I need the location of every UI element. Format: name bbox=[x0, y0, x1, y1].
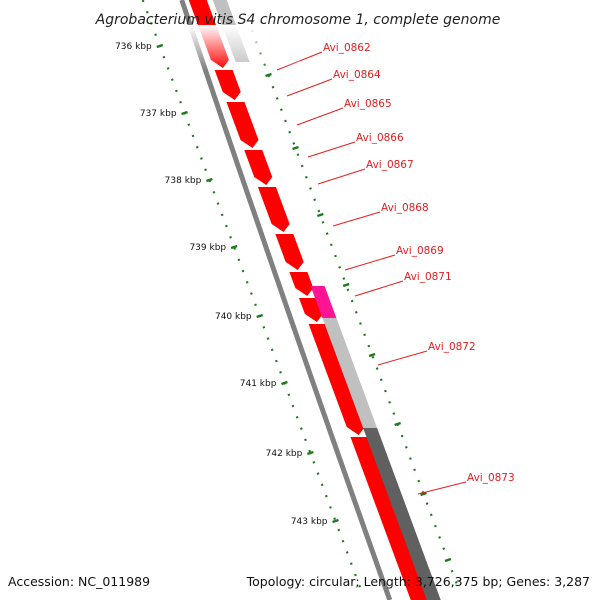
scale-tick bbox=[230, 244, 238, 250]
cds-block-highlight bbox=[310, 286, 337, 318]
gene-label: Avi_0864 bbox=[333, 69, 381, 81]
gene-label: Avi_0871 bbox=[404, 271, 452, 283]
top-fade bbox=[180, 25, 300, 70]
genome-summary-text: Topology: circular; Length: 3,726,375 bp… bbox=[246, 574, 590, 589]
feature-light-mid bbox=[322, 318, 378, 428]
backbone-line bbox=[179, 0, 393, 600]
gene-labels: Avi_0862 Avi_0864 Avi_0865 Avi_0866 Avi_0867… bbox=[276, 42, 515, 495]
scale-minor-tick bbox=[316, 212, 324, 218]
gene-leader-line bbox=[307, 141, 356, 158]
gene-leader-line bbox=[296, 107, 344, 126]
gene-label: Avi_0865 bbox=[344, 98, 392, 110]
cds-block-forward bbox=[299, 298, 323, 322]
scale-minor-tick bbox=[394, 421, 402, 427]
scale-tick bbox=[181, 110, 188, 116]
gene-label: Avi_0873 bbox=[467, 472, 515, 484]
gene-label: Avi_0867 bbox=[366, 159, 414, 171]
gene-label: Avi_0866 bbox=[356, 132, 404, 144]
scale-minor-tick bbox=[368, 352, 376, 358]
gene-label: Avi_0872 bbox=[428, 341, 476, 353]
cds-block-forward bbox=[226, 102, 259, 148]
scale-tick-label: 742 kbp bbox=[266, 449, 303, 459]
scale-tick-label: 740 kbp bbox=[215, 312, 252, 322]
scale-tick-label: 737 kbp bbox=[140, 109, 177, 119]
scale-tick-label: 739 kbp bbox=[189, 243, 226, 253]
gene-leader-line bbox=[286, 78, 333, 97]
scale-tick-label: 738 kbp bbox=[165, 176, 202, 186]
cds-block-forward bbox=[308, 324, 365, 435]
gene-leader-line bbox=[317, 168, 366, 185]
gene-leader-line bbox=[344, 254, 396, 271]
scale-tick-label: 743 kbp bbox=[291, 517, 328, 527]
scale-minor-tick bbox=[342, 282, 350, 288]
gene-leader-line bbox=[332, 211, 381, 227]
scale-tick bbox=[281, 380, 288, 386]
gene-label: Avi_0869 bbox=[396, 245, 444, 257]
accession-text: Accession: NC_011989 bbox=[8, 574, 150, 589]
cds-block-forward bbox=[257, 187, 290, 232]
cds-block-forward bbox=[275, 234, 304, 270]
gene-label: Avi_0868 bbox=[381, 202, 429, 214]
scale-tick bbox=[205, 177, 213, 183]
scale-minor-tick bbox=[292, 145, 299, 151]
scale-tick bbox=[256, 313, 264, 319]
feature-tracks bbox=[179, 0, 441, 600]
scale-tick bbox=[306, 450, 314, 456]
gene-leader-line bbox=[377, 350, 428, 366]
cds-block-forward bbox=[350, 437, 429, 600]
scale-dotted-line-inner bbox=[141, 0, 363, 591]
feature-dark-bottom bbox=[363, 428, 441, 600]
gene-label: Avi_0862 bbox=[323, 42, 371, 54]
map-title: Agrobacterium vitis S4 chromosome 1, com… bbox=[95, 12, 501, 28]
scale-tick bbox=[332, 518, 339, 524]
cds-block-forward bbox=[214, 70, 241, 100]
scale-tick bbox=[156, 43, 164, 49]
scale-ruler: 736 kbp 737 kbp 738 kbp 739 kbp 740 kbp 741 k… bbox=[115, 0, 461, 591]
scale-minor-tick bbox=[265, 72, 272, 78]
scale-tick-label: 741 kbp bbox=[240, 379, 277, 389]
cds-block-forward bbox=[289, 272, 314, 296]
scale-minor-tick bbox=[420, 491, 427, 497]
scale-minor-tick bbox=[444, 557, 452, 563]
gene-leader-line bbox=[354, 280, 404, 297]
scale-tick-label: 736 kbp bbox=[115, 42, 152, 52]
cds-block-forward bbox=[244, 150, 273, 185]
gene-leader-line bbox=[417, 481, 467, 495]
